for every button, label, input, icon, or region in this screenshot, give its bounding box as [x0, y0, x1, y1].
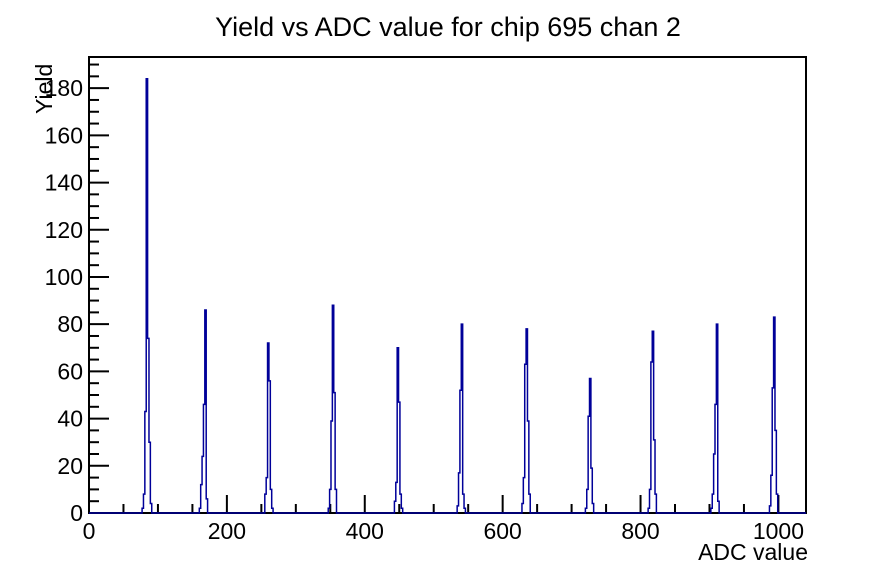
plot-frame — [88, 56, 807, 514]
x-tick-label: 1000 — [753, 518, 804, 544]
x-tick-label: 400 — [346, 518, 384, 544]
chart-title: Yield vs ADC value for chip 695 chan 2 — [215, 12, 681, 42]
y-tick-label: 80 — [57, 311, 83, 337]
plot-area: 0 200 400 600 800 1000 0 20 40 60 80 100 120 140 160 18… — [45, 56, 807, 544]
x-tick-label: 200 — [208, 518, 246, 544]
y-tick-label: 140 — [45, 170, 83, 196]
y-tick-label: 120 — [45, 217, 83, 243]
y-tick-label: 180 — [45, 75, 83, 101]
histogram-line — [89, 77, 806, 514]
y-tick-label: 160 — [45, 122, 83, 148]
x-axis-title: ADC value — [698, 539, 808, 565]
y-tick-label: 0 — [70, 500, 83, 526]
y-tick-label: 60 — [57, 358, 83, 384]
x-tick-label: 0 — [83, 518, 96, 544]
y-tick-label: 100 — [45, 264, 83, 290]
x-tick-label: 800 — [621, 518, 659, 544]
y-tick-label: 40 — [57, 406, 83, 432]
y-tick-label: 20 — [57, 453, 83, 479]
y-axis-title: Yield — [31, 64, 57, 114]
x-tick-label: 600 — [483, 518, 521, 544]
